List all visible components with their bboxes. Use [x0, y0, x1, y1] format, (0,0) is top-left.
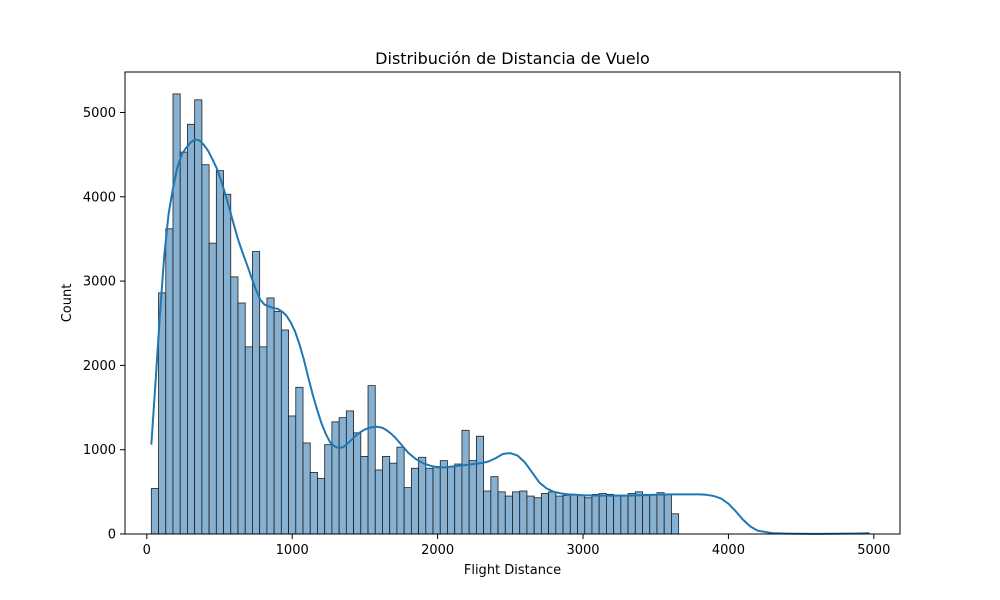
x-tick-label: 2000 [421, 543, 454, 558]
histogram-bar [374, 469, 383, 535]
histogram-bar [562, 494, 571, 535]
histogram-bar [165, 228, 174, 535]
histogram-bar [317, 477, 326, 535]
kde-curve [150, 138, 870, 535]
x-tick-label: 3000 [566, 543, 599, 558]
y-tick-label: 2000 [83, 359, 116, 374]
histogram-bar [259, 346, 268, 535]
histogram-bar [598, 493, 607, 535]
histogram-bar [540, 493, 550, 535]
histogram-bar [150, 488, 159, 535]
histogram-bar [642, 493, 651, 535]
histogram-bar [244, 346, 253, 535]
histogram-bar [584, 497, 593, 535]
y-tick-label: 3000 [83, 275, 116, 290]
histogram-bar [324, 444, 333, 535]
histogram-bar [483, 490, 492, 535]
histogram-bar [288, 415, 297, 535]
chart-title: Distribución de Distancia de Vuelo [375, 49, 650, 68]
histogram-bar [215, 170, 224, 535]
y-tick-label: 5000 [83, 106, 116, 121]
x-tick-label: 4000 [712, 543, 745, 558]
histogram-bar [201, 164, 210, 535]
histogram-bar [309, 472, 318, 535]
histogram-bar [345, 410, 354, 535]
y-tick-label: 4000 [83, 190, 116, 205]
histogram-bar [187, 123, 196, 535]
histogram-bar [468, 460, 477, 535]
histogram-bar [382, 456, 391, 535]
y-axis-ticks: 0 1000 2000 3000 4000 5000 [83, 106, 125, 543]
histogram-bar [295, 386, 304, 535]
histogram-bar [389, 462, 398, 535]
histogram-bar [577, 494, 586, 535]
histogram-bar [410, 467, 419, 535]
histogram-bars [150, 93, 680, 535]
histogram-bar [194, 99, 203, 535]
histogram-bar [396, 446, 405, 535]
histogram-bar [273, 311, 282, 535]
histogram-bar [533, 497, 542, 535]
histogram-bar [519, 490, 528, 535]
histogram-bar [627, 493, 636, 535]
axes-frame [124, 71, 901, 535]
histogram-bar [237, 302, 246, 535]
histogram-bar [656, 492, 665, 535]
histogram-bar [403, 487, 412, 535]
histogram-bar [490, 476, 499, 535]
histogram-bar [425, 467, 434, 535]
histogram-bar [223, 193, 232, 535]
histogram-bar [280, 329, 289, 535]
x-tick-label: 1000 [276, 543, 309, 558]
y-axis-label: Count [60, 284, 75, 323]
histogram-bar [548, 491, 557, 535]
histogram-bar [620, 494, 629, 535]
histogram-bar [447, 466, 456, 535]
histogram-bar [331, 421, 340, 535]
histogram-bar [266, 297, 275, 535]
x-axis-label: Flight Distance [464, 563, 561, 578]
histogram-bar [439, 460, 448, 535]
x-tick-label: 0 [143, 543, 151, 558]
histogram-bar [432, 466, 441, 535]
histogram-bar [367, 385, 376, 535]
histogram-bar [526, 495, 535, 535]
histogram-bar [360, 456, 369, 535]
y-tick-label: 1000 [83, 443, 116, 458]
histogram-bar [591, 493, 600, 535]
histogram-bar [649, 493, 658, 535]
x-axis-ticks: 0 1000 2000 3000 4000 5000 [143, 534, 890, 558]
histogram-bar [454, 463, 463, 535]
histogram-bar [671, 513, 680, 535]
histogram-bar [353, 432, 362, 535]
y-tick-label: 0 [108, 528, 116, 543]
histogram-bar [208, 242, 217, 535]
histogram-bar [569, 493, 578, 535]
histogram-bar [461, 429, 470, 535]
histogram-bar [555, 495, 564, 535]
histogram-bar [613, 494, 622, 535]
histogram-bar [512, 491, 521, 535]
histogram-bar [606, 493, 615, 535]
histogram-bar [504, 495, 513, 535]
histogram-bar [475, 435, 485, 535]
histogram-bar [418, 456, 427, 535]
histogram-bar [497, 491, 506, 535]
x-tick-label: 5000 [857, 543, 890, 558]
histogram-bar [302, 442, 311, 535]
histogram-bar [230, 276, 239, 535]
histogram-bar [663, 493, 672, 535]
histogram-bar [338, 417, 347, 535]
histogram-bar [634, 491, 643, 535]
histogram-bar [179, 151, 188, 535]
